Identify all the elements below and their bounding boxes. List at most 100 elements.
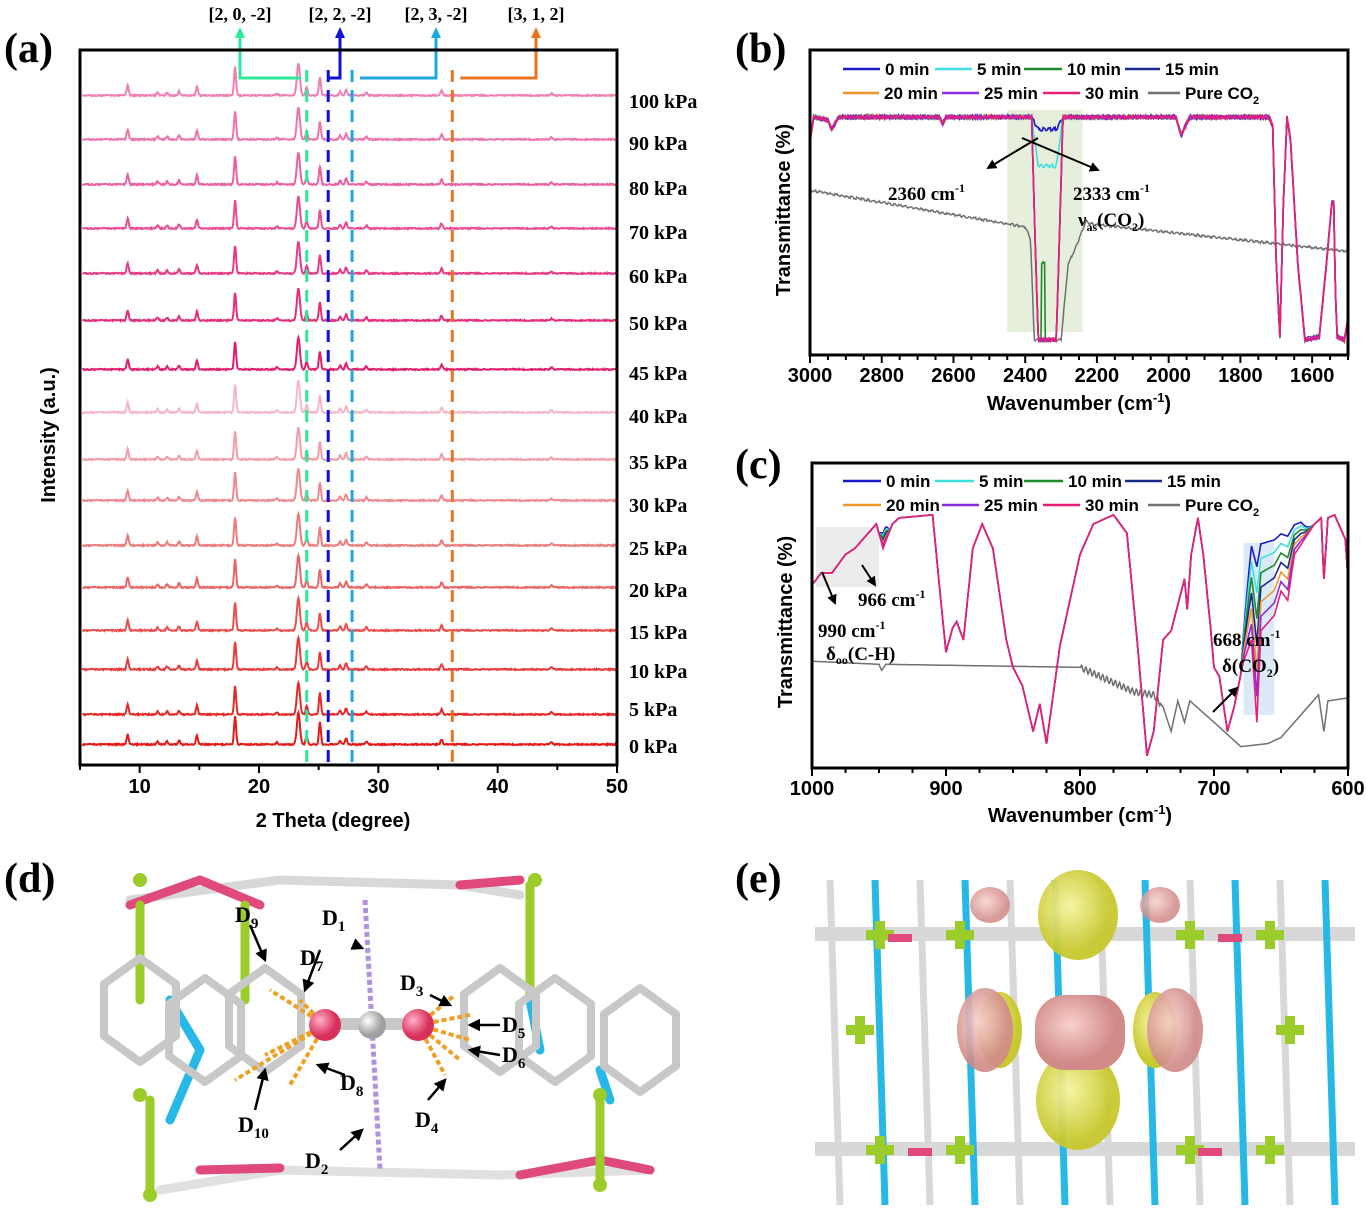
aromatic-ring <box>100 954 180 1066</box>
panel-label-c: (c) <box>735 442 782 488</box>
trace-label: 5 kPa <box>629 699 677 721</box>
metal-atom <box>133 873 147 887</box>
trace-label: 25 kPa <box>629 538 687 560</box>
xrd-trace <box>82 510 617 549</box>
legend-label: 20 min <box>884 84 938 103</box>
metal-node <box>875 1136 885 1164</box>
oxygen-bond <box>888 934 912 942</box>
x-tick-label: 1000 <box>790 778 835 800</box>
contact-dashed-line <box>233 1023 327 1082</box>
ftir-b-y-label: Transmittance (%) <box>773 124 795 296</box>
contact-dashed-line <box>298 998 327 1027</box>
xrd-traces: 100 kPa 90 kPa 80 kPa 70 kPa 60 kPa 50 kPa 45 … <box>81 63 697 758</box>
x-tick-label: 2000 <box>1146 365 1191 387</box>
reflection-markers: [2, 0, -2] [2, 2, -2] [2, 3, -2] [3, 1, 2] <box>209 4 565 765</box>
ftir-b-x-axis: 3000 2800 2600 2400 2200 2000 1800 1600 <box>788 355 1349 387</box>
trace-label: 50 kPa <box>629 313 687 335</box>
panel-label-d: (d) <box>4 856 55 902</box>
xrd-trace <box>81 333 617 372</box>
distance-arrow <box>427 1078 447 1101</box>
metal-node <box>955 1136 965 1164</box>
oxygen-bond <box>1218 934 1242 942</box>
ftir-c-y-label: Transmittance (%) <box>775 536 797 708</box>
x-tick-label: 10 <box>129 776 151 798</box>
distance-label-d7: D7 <box>300 945 324 975</box>
d1-d2-dashed-contact <box>362 899 383 1171</box>
reflection-bracket <box>360 36 438 80</box>
framework-sticks <box>100 873 680 1202</box>
panel-label-e: (e) <box>735 856 782 902</box>
oxygen-bond <box>1198 1148 1222 1156</box>
curve-pure-co2 <box>809 188 1349 343</box>
metal-node <box>1185 1136 1195 1164</box>
metal-node <box>855 1016 865 1044</box>
xrd-trace <box>81 634 617 672</box>
annotation-2360: 2360 cm-1 <box>888 181 965 205</box>
annotation-966: 966 cm-1 <box>858 587 926 611</box>
metal-atom <box>593 1088 607 1102</box>
xrd-trace <box>81 152 617 187</box>
oxygen-bond <box>908 1148 932 1156</box>
trace-label: 45 kPa <box>629 363 687 385</box>
aromatic-ring <box>515 974 595 1086</box>
xrd-trace <box>82 594 617 633</box>
xrd-x-label: 2 Theta (degree) <box>256 810 410 832</box>
trace-label: 0 kPa <box>629 736 677 758</box>
x-tick-label: 700 <box>1197 778 1230 800</box>
xrd-trace <box>82 287 617 323</box>
pink-isosurface <box>1035 995 1125 1070</box>
distance-arrow <box>248 924 267 963</box>
legend-label: 20 min <box>886 496 940 515</box>
legend-label: 30 min <box>1085 496 1139 515</box>
annotation-doo-ch: δoo(C-H) <box>826 644 895 667</box>
metal-node <box>875 921 885 949</box>
distance-label-d9: D9 <box>235 902 258 932</box>
bond-stick <box>195 1163 285 1175</box>
x-tick-label: 1800 <box>1218 365 1263 387</box>
legend-label: Pure CO2 <box>1185 496 1259 519</box>
annotation-668: 668 cm-1 <box>1213 627 1281 651</box>
reflection-label: [2, 3, -2] <box>405 4 468 24</box>
x-tick-label: 40 <box>487 776 509 798</box>
distance-arrow <box>350 938 365 950</box>
metal-node <box>1265 921 1275 949</box>
metal-atom <box>143 1188 157 1202</box>
legend-label: 25 min <box>984 496 1038 515</box>
oxygen-atom <box>402 1009 434 1041</box>
distance-label-d5: D5 <box>502 1012 525 1042</box>
distance-label-d4: D4 <box>415 1107 439 1137</box>
arrow-head-icon <box>235 27 245 38</box>
annotation-vas-co2: νas(CO2) <box>1077 210 1144 234</box>
legend-label: 5 min <box>977 60 1021 79</box>
pink-isosurface <box>970 887 1010 923</box>
reflection-bracket <box>328 36 342 80</box>
ftir-c-legend: 0 min 5 min 10 min 15 min 20 min 25 min 30 min… <box>843 472 1259 519</box>
trace-label: 30 kPa <box>629 495 687 517</box>
yellow-isosurface <box>1036 1050 1120 1150</box>
curve-30-min <box>809 112 1349 344</box>
distance-arrow <box>302 949 322 993</box>
bond-stick <box>155 1165 655 1195</box>
arrow-head-icon <box>335 27 345 38</box>
legend-label: 5 min <box>979 472 1023 491</box>
x-tick-label: 2800 <box>859 365 904 387</box>
bond-stick <box>826 879 844 1206</box>
ftir-b-annotations: 2360 cm-1 2333 cm-1 νas(CO2) <box>888 137 1150 234</box>
xrd-x-axis: 10 20 30 40 50 <box>79 765 628 798</box>
trace-label: 100 kPa <box>629 91 697 113</box>
legend-label: 15 min <box>1165 60 1219 79</box>
ftir-c-annotations: 966 cm-1 990 cm-1 δoo(C-H) 668 cm-1 δ(CO… <box>818 564 1281 713</box>
trace-label: 40 kPa <box>629 406 687 428</box>
legend-label: 10 min <box>1068 472 1122 491</box>
pink-isosurface <box>1140 887 1180 923</box>
metal-atom <box>593 1178 607 1192</box>
distance-label-d6: D6 <box>502 1042 526 1072</box>
arrow-966 <box>861 564 877 587</box>
trace-label: 80 kPa <box>629 178 687 200</box>
xrd-trace <box>82 679 617 718</box>
annotation-2333: 2333 cm-1 <box>1073 181 1150 205</box>
